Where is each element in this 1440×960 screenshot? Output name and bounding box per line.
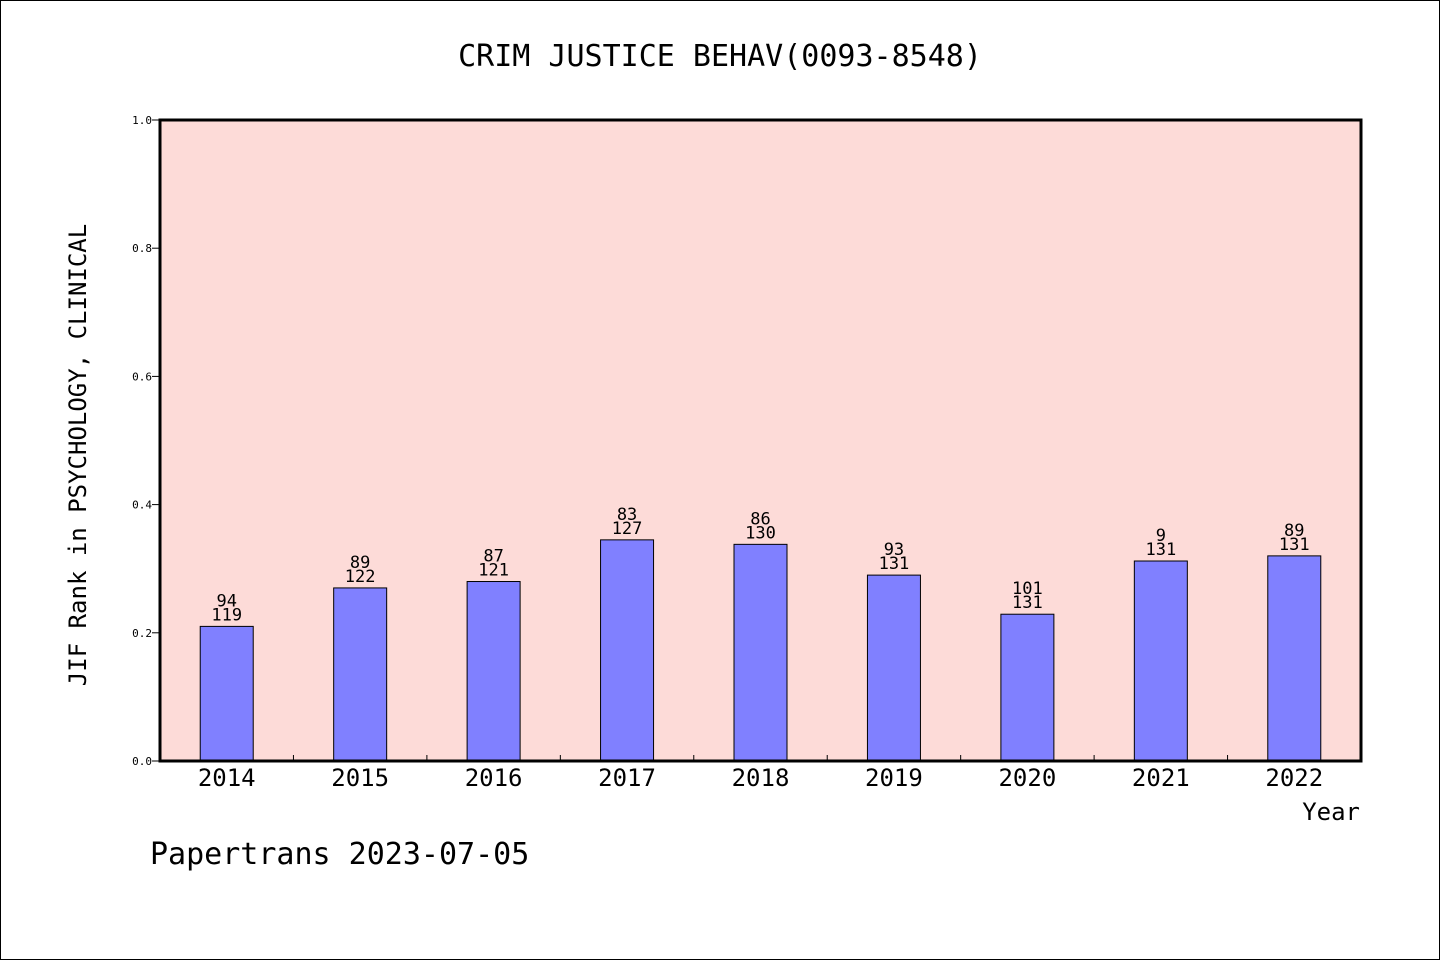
x-axis-label: Year bbox=[1302, 798, 1360, 826]
chart-title: CRIM JUSTICE BEHAV(0093-8548) bbox=[458, 39, 982, 74]
bar-total-label: 131 bbox=[879, 554, 910, 574]
x-tick-label: 2018 bbox=[732, 764, 790, 792]
bar-2020 bbox=[1000, 613, 1055, 762]
bar-2017 bbox=[600, 539, 655, 762]
bar-2022 bbox=[1267, 555, 1322, 762]
bar-total-label: 130 bbox=[745, 523, 776, 543]
plot-border bbox=[158, 118, 1363, 763]
bar-2018 bbox=[733, 543, 788, 762]
footer-text: Papertrans 2023-07-05 bbox=[150, 837, 529, 872]
x-tick-label: 2015 bbox=[331, 764, 389, 792]
bar-rank-label: 94 bbox=[216, 591, 236, 611]
y-axis: 0.0 0.2 0.4 0.6 0.8 1.0 bbox=[132, 114, 160, 768]
bar-total-label: 127 bbox=[612, 519, 643, 539]
x-tick-label: 2019 bbox=[865, 764, 923, 792]
y-tick-label: 0.0 bbox=[132, 755, 152, 768]
bar-total-label: 131 bbox=[1279, 535, 1310, 555]
y-tick-label: 1.0 bbox=[132, 114, 152, 127]
bar-rank-label: 86 bbox=[750, 509, 770, 529]
bar-total-label: 122 bbox=[345, 567, 376, 587]
x-axis: 2014 2015 2016 2017 2018 2019 2020 2021 2022 bbox=[198, 755, 1323, 792]
bar-2014 bbox=[199, 625, 254, 762]
x-tick-label: 2020 bbox=[998, 764, 1056, 792]
x-tick-label: 2016 bbox=[465, 764, 523, 792]
bar-total-label: 119 bbox=[211, 605, 242, 625]
bar-rank-label: 93 bbox=[884, 540, 904, 560]
bar-rank-label: 89 bbox=[350, 553, 370, 573]
x-tick-label: 2021 bbox=[1132, 764, 1190, 792]
bar-rank-label: 83 bbox=[617, 505, 637, 525]
bar-rank-label: 9 bbox=[1156, 526, 1166, 546]
bar-rank-label: 89 bbox=[1284, 521, 1304, 541]
x-tick-label: 2014 bbox=[198, 764, 256, 792]
bar-2015 bbox=[333, 587, 388, 762]
y-tick-label: 0.2 bbox=[132, 627, 152, 640]
bar-2021 bbox=[1133, 560, 1188, 762]
bar-2019 bbox=[866, 574, 921, 762]
bar-total-label: 121 bbox=[478, 561, 509, 581]
y-tick-label: 0.6 bbox=[132, 370, 152, 383]
bar-total-label: 131 bbox=[1145, 540, 1176, 560]
bar-2016 bbox=[466, 581, 521, 762]
x-tick-label: 2022 bbox=[1265, 764, 1323, 792]
bar-rank-label: 87 bbox=[483, 547, 503, 567]
x-tick-label: 2017 bbox=[598, 764, 656, 792]
bar-rank-label: 101 bbox=[1012, 579, 1043, 599]
y-axis-label: JIF Rank in PSYCHOLOGY, CLINICAL bbox=[64, 224, 92, 686]
y-tick-label: 0.8 bbox=[132, 242, 152, 255]
bar-total-label: 131 bbox=[1012, 593, 1043, 613]
y-tick-label: 0.4 bbox=[132, 499, 152, 512]
